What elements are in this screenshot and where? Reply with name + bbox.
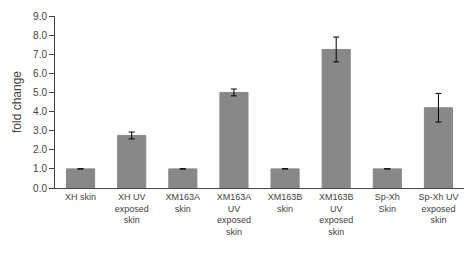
svg-text:0.0: 0.0 <box>33 183 47 194</box>
svg-text:4.0: 4.0 <box>33 106 47 117</box>
svg-text:6.0: 6.0 <box>33 68 47 79</box>
svg-text:XM163BUVexposedskin: XM163BUVexposedskin <box>319 192 354 237</box>
svg-text:9.0: 9.0 <box>33 11 47 22</box>
svg-text:7.0: 7.0 <box>33 49 47 60</box>
svg-text:XH UVexposedskin: XH UVexposedskin <box>115 192 149 225</box>
svg-text:fold change: fold change <box>10 71 24 133</box>
svg-text:XM163Askin: XM163Askin <box>166 192 201 214</box>
svg-text:5.0: 5.0 <box>33 87 47 98</box>
svg-text:3.0: 3.0 <box>33 125 47 136</box>
svg-text:8.0: 8.0 <box>33 30 47 41</box>
svg-text:XM163AUVexposedskin: XM163AUVexposedskin <box>217 192 252 237</box>
svg-text:XM163Bskin: XM163Bskin <box>268 192 303 214</box>
svg-text:1.0: 1.0 <box>33 163 47 174</box>
svg-text:XH skin: XH skin <box>65 192 96 202</box>
svg-text:Sp-Xh UVexposedskin: Sp-Xh UVexposedskin <box>418 192 458 225</box>
svg-text:2.0: 2.0 <box>33 144 47 155</box>
svg-text:Sp-XhSkin: Sp-XhSkin <box>375 192 400 214</box>
